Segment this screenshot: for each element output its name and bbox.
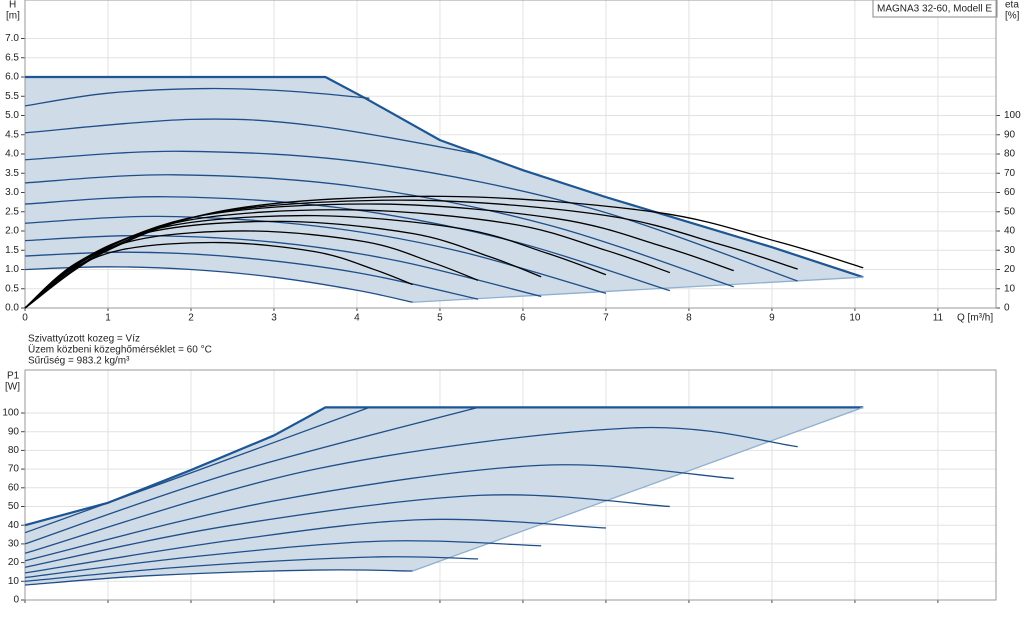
- performance-curve: [24, 406, 479, 545]
- y-tick-label: 2.0: [5, 226, 19, 237]
- y-tick-label: 6.0: [5, 72, 19, 83]
- performance-curve: [24, 196, 671, 292]
- y2-tick-label: 100: [1004, 110, 1021, 121]
- y2-tick-label: 90: [1004, 129, 1016, 140]
- y-unit: [m]: [6, 11, 20, 22]
- y-unit: [W]: [5, 382, 20, 393]
- x-tick-label: 7: [603, 313, 609, 324]
- plot-frame: [24, 369, 997, 601]
- plot-frame: [24, 0, 997, 309]
- y-tick-label: 0: [13, 595, 19, 606]
- x-tick-label: 6: [520, 313, 526, 324]
- y-tick-label: 7.0: [5, 33, 19, 44]
- y-label: H: [9, 0, 16, 11]
- y-tick-label: 50: [8, 501, 20, 512]
- operating-range: [25, 407, 864, 586]
- chart-title: MAGNA3 32-60, Modell E: [877, 4, 992, 15]
- x-tick-label: 1: [105, 313, 111, 324]
- x-tick-label: 2: [188, 313, 194, 324]
- y-tick-label: 70: [8, 464, 20, 475]
- performance-curve: [24, 266, 413, 303]
- x-tick-label: 0: [22, 313, 28, 324]
- y-tick-label: 3.0: [5, 187, 19, 198]
- performance-curve: [24, 540, 542, 579]
- title-box: [872, 0, 998, 18]
- efficiency-curve: [24, 220, 542, 309]
- efficiency-curve: [24, 241, 413, 309]
- performance-curve: [24, 87, 370, 107]
- performance-curve: [24, 494, 670, 568]
- y2-tick-label: 70: [1004, 168, 1016, 179]
- performance-curve: [24, 406, 864, 527]
- annotation: Sűrűség = 983.2 kg/m³: [28, 356, 130, 367]
- performance-curve: [24, 406, 370, 534]
- efficiency-curve: [24, 230, 479, 309]
- y2-unit: [%]: [1005, 11, 1020, 22]
- annotation: Szivattyúzott kozeg = Víz: [28, 334, 140, 345]
- y2-tick-label: 80: [1004, 149, 1016, 160]
- x-tick-label: 5: [437, 313, 443, 324]
- efficiency-curve: [24, 195, 864, 309]
- y-tick-label: 30: [8, 539, 20, 550]
- annotation: Üzem közbeni közeghőmérséklet = 60 °C: [28, 344, 212, 356]
- y2-tick-label: 10: [1004, 283, 1016, 294]
- performance-curve: [25, 75, 864, 279]
- performance-curve: [24, 118, 479, 155]
- y2-tick-label: 0: [1004, 303, 1010, 314]
- y-tick-label: 90: [8, 426, 20, 437]
- x-tick-label: 11: [933, 313, 944, 324]
- performance-curve: [24, 234, 542, 298]
- y-tick-label: 60: [8, 482, 20, 493]
- performance-curve: [24, 518, 606, 574]
- x-tick-label: 4: [354, 313, 360, 324]
- y2-label: eta: [1005, 0, 1019, 11]
- y-tick-label: 100: [2, 408, 19, 419]
- performance-curve: [24, 174, 734, 288]
- y-tick-label: 10: [8, 576, 20, 587]
- x-tick-label: 8: [686, 313, 692, 324]
- performance-curve: [24, 150, 798, 282]
- y-tick-label: 1.0: [5, 264, 19, 275]
- y2-tick-label: 40: [1004, 226, 1016, 237]
- x-tick-label: 10: [849, 313, 861, 324]
- operating-range: [25, 77, 864, 303]
- y-tick-label: 4.5: [5, 129, 19, 140]
- x-tick-label: 9: [769, 313, 775, 324]
- x-tick-label: 3: [271, 313, 277, 324]
- y2-tick-label: 20: [1004, 264, 1016, 275]
- y-tick-label: 20: [8, 557, 20, 568]
- y-tick-label: 3.5: [5, 168, 19, 179]
- y-tick-label: 0.0: [5, 303, 19, 314]
- y-label: P1: [7, 371, 20, 382]
- y2-tick-label: 60: [1004, 187, 1016, 198]
- y-tick-label: 80: [8, 445, 20, 456]
- performance-curve: [24, 556, 479, 582]
- y-tick-label: 6.5: [5, 52, 19, 63]
- performance-curve: [24, 464, 734, 562]
- x-label: Q [m³/h]: [957, 313, 993, 324]
- y-tick-label: 1.5: [5, 245, 19, 256]
- y-tick-label: 4.0: [5, 149, 19, 160]
- y2-tick-label: 30: [1004, 245, 1016, 256]
- y-tick-label: 2.5: [5, 206, 19, 217]
- efficiency-curve: [24, 214, 607, 309]
- performance-curve: [24, 569, 413, 586]
- y-tick-label: 5.0: [5, 110, 19, 121]
- y2-tick-label: 50: [1004, 206, 1016, 217]
- performance-curve: [412, 276, 864, 303]
- y-tick-label: 0.5: [5, 283, 19, 294]
- y-tick-label: 40: [8, 520, 20, 531]
- performance-curve: [24, 426, 798, 554]
- y-tick-label: 5.5: [5, 91, 19, 102]
